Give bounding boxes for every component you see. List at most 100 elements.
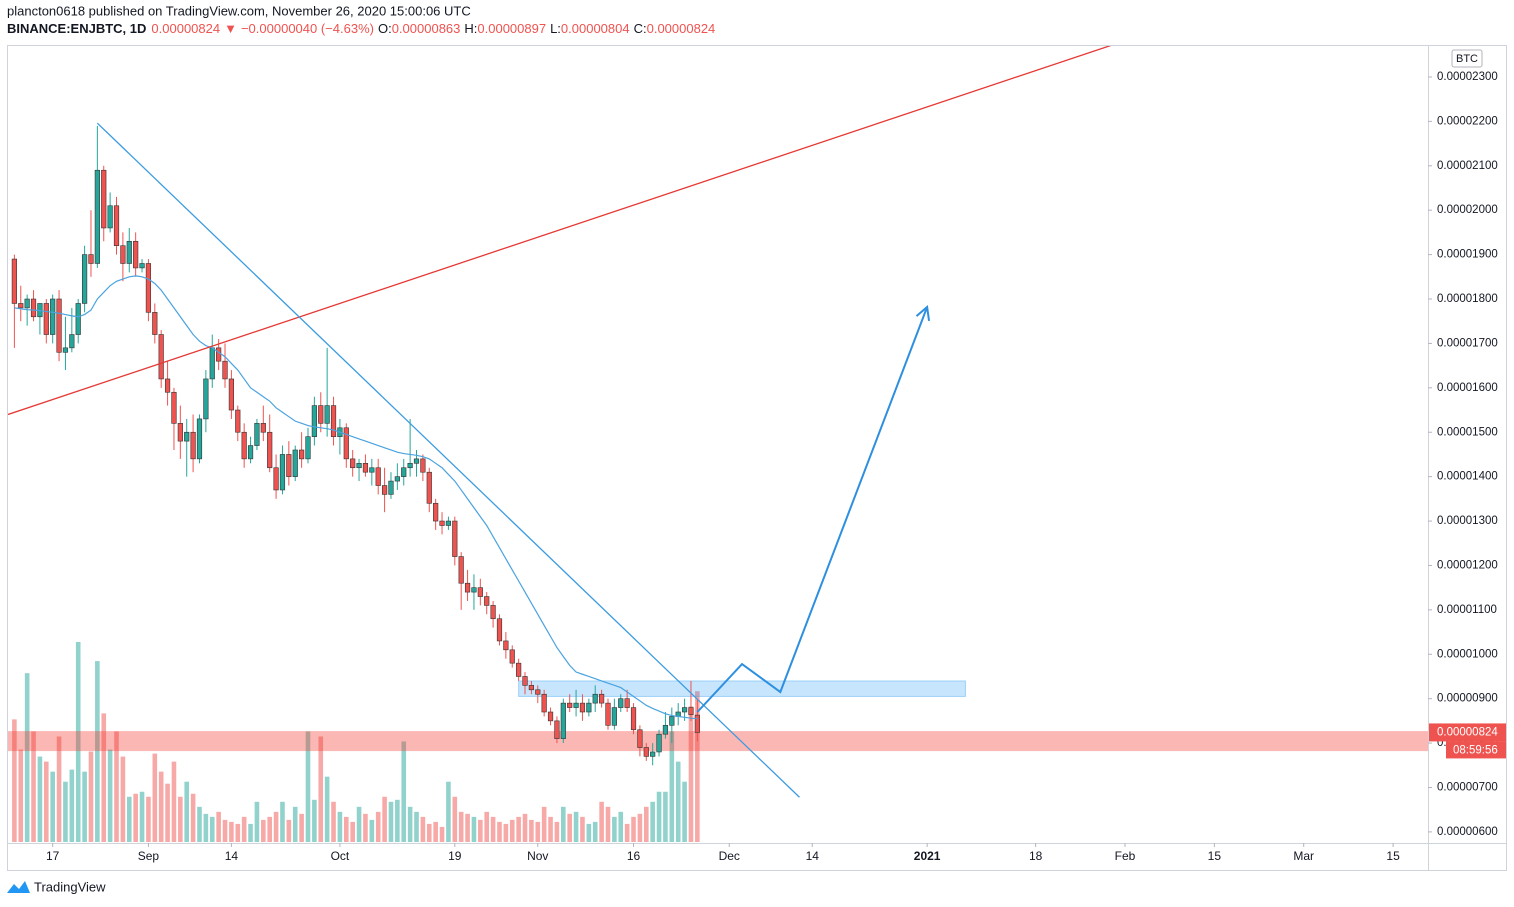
candle-body: [662, 725, 669, 735]
volume-bar: [401, 741, 407, 842]
candle-body: [669, 716, 675, 726]
candle-body: [133, 240, 139, 269]
candle-body: [439, 520, 445, 526]
candle-body: [413, 458, 420, 464]
volume-bar: [63, 781, 68, 842]
volume-bar: [695, 691, 700, 842]
volume-bar: [356, 806, 362, 842]
candle-body: [362, 463, 369, 473]
candle-body: [209, 347, 215, 380]
volume-bar: [535, 821, 541, 842]
candle-body: [62, 347, 69, 353]
trend-line: [96, 122, 800, 798]
volume-bar: [484, 811, 490, 842]
volume-bar: [254, 801, 260, 842]
volume-bar: [31, 731, 36, 842]
volume-bar: [43, 761, 49, 842]
candle-body: [605, 702, 611, 726]
volume-bar: [631, 816, 636, 842]
candle-body: [75, 303, 81, 335]
candle-body: [694, 714, 700, 733]
volume-bar: [280, 801, 285, 842]
candle-body: [350, 458, 356, 469]
y-tick-label: 0.00002000: [1437, 204, 1498, 216]
volume-bar: [101, 713, 107, 842]
volume-bar: [388, 801, 394, 842]
y-tick-label: 0.00000600: [1437, 826, 1498, 838]
candle-body: [279, 454, 286, 491]
volume-bar: [497, 821, 502, 842]
volume-bar: [567, 813, 572, 842]
candle-body: [94, 169, 100, 264]
x-tick-label: 14: [806, 849, 820, 863]
volume-bar: [261, 819, 266, 842]
volume-bar: [465, 813, 470, 842]
candle-body: [433, 502, 439, 522]
candle-body: [101, 169, 107, 229]
candle-body: [445, 520, 452, 526]
candle-body: [567, 702, 573, 708]
zone: [518, 680, 966, 697]
volume-bar: [586, 823, 592, 842]
candle-body: [120, 245, 126, 264]
candle-body: [503, 640, 509, 651]
candle-body: [560, 702, 566, 739]
volume-bar: [414, 811, 419, 842]
candle-body: [267, 431, 273, 469]
volume-bar: [688, 706, 694, 842]
candle-body: [484, 596, 490, 606]
candle-body: [611, 707, 617, 726]
logo-icon: [7, 881, 30, 893]
candle-body: [688, 707, 694, 715]
volume-bar: [197, 806, 202, 842]
candle-body: [381, 485, 388, 495]
volume-bar: [580, 816, 585, 842]
volume-bar: [50, 771, 55, 842]
y-tick-label: 0.00001000: [1437, 648, 1498, 660]
candle-body: [516, 662, 522, 677]
candle-body: [318, 405, 324, 424]
candle-body: [458, 556, 464, 584]
volume-bar: [458, 811, 464, 842]
candle-body: [554, 720, 560, 739]
ohlc-value: 0.00000824: [647, 21, 716, 36]
volume-bar: [490, 816, 496, 842]
candle-body: [547, 711, 554, 722]
brand-logo: [7, 881, 30, 893]
candle-body: [599, 693, 605, 704]
ohlc-label: L:: [550, 21, 561, 36]
ohlc-value: 0.00000804: [561, 21, 630, 36]
candle-body: [528, 685, 534, 691]
volume-bar: [133, 793, 138, 842]
candle-body: [216, 347, 222, 362]
candle-body: [241, 431, 247, 460]
volume-bar: [382, 796, 387, 842]
volume-bar: [682, 781, 687, 842]
candle-body: [496, 618, 503, 642]
x-tick-label: Oct: [331, 849, 350, 863]
candle-body: [260, 423, 266, 433]
y-tick-label: 0.00001200: [1437, 559, 1498, 571]
x-tick-label: 15: [1208, 849, 1222, 863]
candle-body: [426, 471, 432, 504]
volume-bar: [446, 781, 451, 842]
candle-body: [311, 405, 317, 437]
candle-body: [305, 436, 311, 460]
volume-bar: [12, 719, 17, 842]
volume-bar: [605, 806, 611, 842]
y-tick-label: 0.00000900: [1437, 693, 1498, 705]
price-label: 0.00000824: [1437, 726, 1498, 738]
candle-body: [18, 303, 24, 309]
candle-body: [247, 445, 254, 460]
volume-bar: [56, 736, 62, 842]
volume-bar: [178, 796, 183, 842]
volume-bar: [637, 813, 643, 842]
volume-bar: [478, 819, 483, 842]
change: −0.00000040 (−4.63%): [241, 21, 374, 36]
volume-bar: [299, 813, 304, 842]
candle-body: [637, 729, 643, 748]
y-tick-label: 0.00000700: [1437, 782, 1498, 794]
candle-body: [177, 423, 183, 442]
volume-bar: [522, 813, 528, 842]
